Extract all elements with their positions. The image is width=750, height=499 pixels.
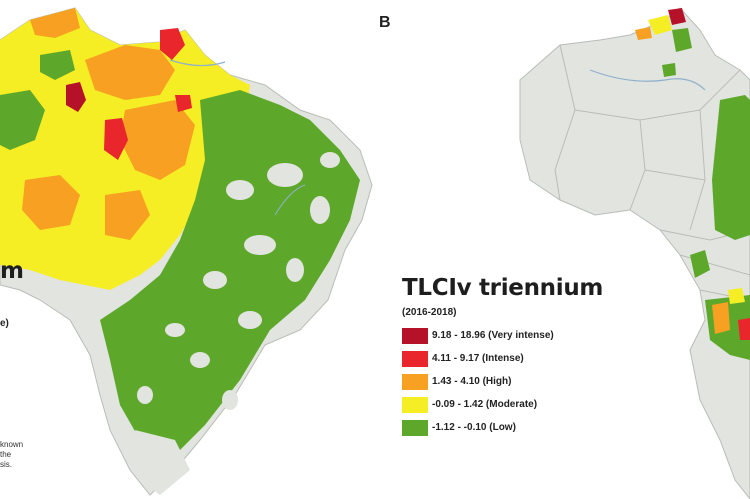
right-map-low-patch-small xyxy=(662,63,676,77)
left-footnote-line: the xyxy=(0,450,12,459)
right-map xyxy=(519,7,750,499)
legend-swatch xyxy=(402,350,428,367)
left-legend-title-fragment: m xyxy=(0,258,24,284)
legend-swatch xyxy=(402,327,428,344)
legend-title: TLCIv triennium xyxy=(402,275,604,301)
left-map-intense-patch-1 xyxy=(104,118,128,160)
left-map-no-data-speckles xyxy=(135,152,340,495)
right-map-high-patch-south xyxy=(712,302,730,334)
left-map-river xyxy=(169,59,226,67)
left-map-low-east xyxy=(100,90,360,470)
legend-swatch xyxy=(402,373,428,390)
right-map-very-intense-patch xyxy=(668,8,686,25)
left-map-high-patch-4 xyxy=(105,190,150,240)
left-map-low-west xyxy=(0,90,45,150)
left-map-very-intense-patch xyxy=(66,82,86,112)
left-map-intense-patch-2 xyxy=(160,28,185,60)
legend-rows: 9.18 - 18.96 (Very intense) 4.11 - 9.17 … xyxy=(402,324,662,439)
left-map-high-patch-2 xyxy=(120,100,195,180)
right-map-moderate-patch-north xyxy=(648,15,672,35)
panel-b-label: B xyxy=(379,14,391,31)
legend-row: 4.11 - 9.17 (Intense) xyxy=(402,347,662,370)
left-footnote-line: known xyxy=(0,440,24,449)
right-map-intense-patch-south xyxy=(738,318,750,340)
left-legend-subtitle-fragment: e) xyxy=(0,318,9,329)
right-map-high-patch-north xyxy=(635,27,652,40)
right-map-river xyxy=(589,69,706,91)
left-footnote-line: sis. xyxy=(0,460,12,469)
right-map-low-patch-center xyxy=(712,95,750,240)
legend-label: 1.43 - 4.10 (High) xyxy=(432,376,512,387)
legend-swatch xyxy=(402,419,428,436)
legend-label: -1.12 - -0.10 (Low) xyxy=(432,422,516,433)
left-map xyxy=(0,7,373,496)
legend-period: (2016-2018) xyxy=(402,307,457,318)
left-map-low-patch-north xyxy=(40,50,75,80)
legend-row: 9.18 - 18.96 (Very intense) xyxy=(402,324,662,347)
legend-label: 4.11 - 9.17 (Intense) xyxy=(432,353,524,364)
legend-row: -1.12 - -0.10 (Low) xyxy=(402,416,662,439)
left-map-high-patch-1 xyxy=(85,45,175,100)
left-map-high-patch-5 xyxy=(30,8,80,38)
left-map-high-patch-3 xyxy=(22,175,80,230)
legend-label: -0.09 - 1.42 (Moderate) xyxy=(432,399,538,410)
left-map-intense-patch-3 xyxy=(175,95,192,112)
legend-row: 1.43 - 4.10 (High) xyxy=(402,370,662,393)
right-map-moderate-patch-south xyxy=(728,288,745,304)
legend-row: -0.09 - 1.42 (Moderate) xyxy=(402,393,662,416)
map-legend: TLCIv triennium (2016-2018) 9.18 - 18.96… xyxy=(402,275,662,439)
right-map-low-patch-southwest xyxy=(690,250,710,278)
right-map-low-patch-north xyxy=(672,28,692,52)
left-footnote-fragment: known the sis. xyxy=(0,440,34,470)
legend-label: 9.18 - 18.96 (Very intense) xyxy=(432,330,554,341)
legend-swatch xyxy=(402,396,428,413)
left-map-river-2 xyxy=(274,184,306,216)
